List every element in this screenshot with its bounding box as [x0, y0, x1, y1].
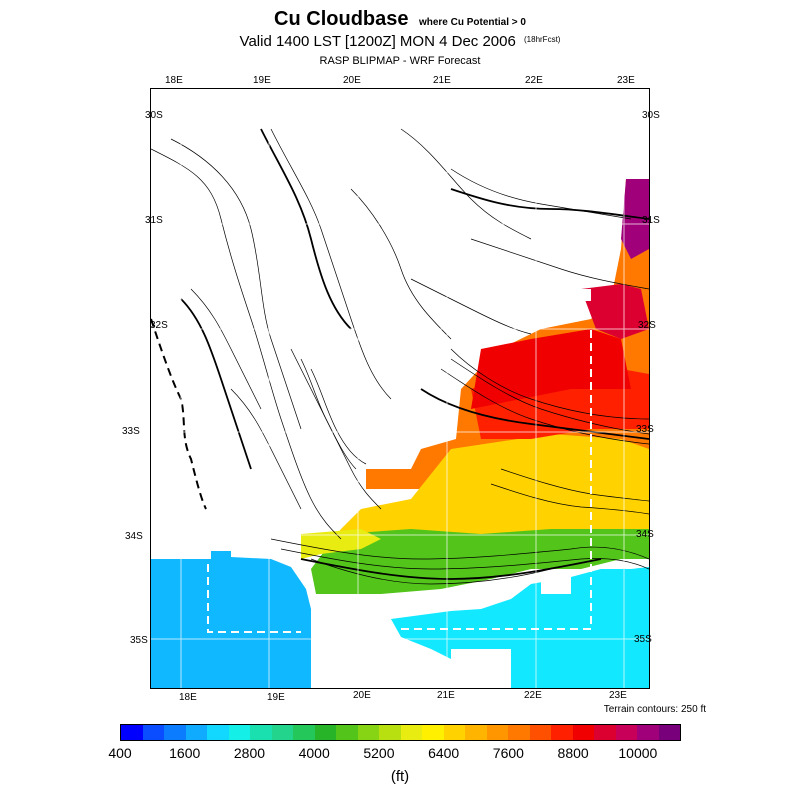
- terrain-contour-note: Terrain contours: 250 ft: [603, 704, 706, 715]
- cloudbase-field: [301, 179, 649, 594]
- lon-label-bottom: 19E: [267, 692, 285, 703]
- lon-label-top: 20E: [343, 75, 361, 86]
- color-swatch: [228, 725, 250, 740]
- color-scale-label: 5200: [363, 745, 395, 761]
- color-scale-label: 4000: [298, 745, 330, 761]
- map-subtitle: RASP BLIPMAP - WRF Forecast: [319, 55, 481, 67]
- color-swatch: [207, 725, 229, 740]
- color-swatch: [529, 725, 551, 740]
- lat-label-left: 32S: [150, 320, 168, 331]
- color-swatch: [250, 725, 272, 740]
- color-swatch: [357, 725, 379, 740]
- unit-label: (ft): [390, 768, 410, 785]
- color-swatch: [293, 725, 315, 740]
- lon-label-bottom: 20E: [353, 690, 371, 701]
- color-swatch: [486, 725, 508, 740]
- color-swatch: [422, 725, 444, 740]
- color-swatch: [314, 725, 336, 740]
- lon-label-top: 21E: [433, 75, 451, 86]
- lat-label-left: 31S: [145, 215, 163, 226]
- color-scale-label: 1600: [169, 745, 201, 761]
- lat-label-left: 33S: [122, 426, 140, 437]
- lat-lon-grid: [151, 89, 649, 688]
- lat-label-right: 31S: [642, 215, 660, 226]
- color-swatch: [658, 725, 680, 740]
- lon-label-top: 22E: [525, 75, 543, 86]
- color-swatch: [508, 725, 530, 740]
- lon-label-bottom: 23E: [609, 690, 627, 701]
- lon-label-bottom: 22E: [524, 690, 542, 701]
- color-scale-label: 7600: [492, 745, 524, 761]
- title-text: Cu Cloudbase: [274, 8, 409, 30]
- color-swatch: [443, 725, 465, 740]
- color-swatch: [594, 725, 616, 740]
- lat-label-right: 32S: [638, 320, 656, 331]
- map-panel: [150, 88, 650, 689]
- lat-label-right: 35S: [634, 634, 652, 645]
- color-scale-label: 2800: [233, 745, 266, 761]
- lat-label-left: 30S: [145, 110, 163, 121]
- color-swatch: [400, 725, 422, 740]
- color-scale-label: 10000: [618, 745, 658, 761]
- color-swatch: [551, 725, 573, 740]
- map-title: Cu Cloudbase where Cu Potential > 0: [0, 8, 800, 31]
- title-note: where Cu Potential > 0: [418, 17, 526, 28]
- color-scale-bar: [120, 724, 681, 741]
- color-swatch: [142, 725, 164, 740]
- color-scale-label: 400: [108, 745, 132, 761]
- lon-label-bottom: 21E: [437, 690, 455, 701]
- coast-dashes: [150, 318, 207, 510]
- color-swatch: [572, 725, 594, 740]
- valid-line: Valid 1400 LST [1200Z] MON 4 Dec 2006: [239, 33, 516, 50]
- color-swatch: [121, 725, 143, 740]
- lon-label-bottom: 18E: [179, 692, 197, 703]
- color-swatch: [185, 725, 207, 740]
- color-scale-label: 8800: [557, 745, 589, 761]
- lat-label-left: 35S: [130, 635, 148, 646]
- lat-label-right: 34S: [636, 529, 654, 540]
- color-scale-label: 6400: [428, 745, 460, 761]
- thick-contours: [180, 128, 650, 580]
- terrain-contours: [150, 128, 650, 585]
- ocean-fill: [151, 551, 649, 688]
- color-swatch: [465, 725, 487, 740]
- valid-time: Valid 1400 LST [1200Z] MON 4 Dec 2006 (1…: [0, 33, 800, 50]
- lon-label-top: 19E: [253, 75, 271, 86]
- domain-boxes: [207, 329, 592, 633]
- lat-label-right: 33S: [636, 424, 654, 435]
- lon-label-top: 18E: [165, 75, 183, 86]
- color-swatch: [336, 725, 358, 740]
- color-swatch: [379, 725, 401, 740]
- forecast-note: (18hrFcst): [524, 35, 561, 44]
- color-swatch: [164, 725, 186, 740]
- color-swatch: [271, 725, 293, 740]
- lat-label-left: 34S: [125, 531, 143, 542]
- color-swatch: [637, 725, 659, 740]
- lat-label-right: 30S: [642, 110, 660, 121]
- lon-label-top: 23E: [617, 75, 635, 86]
- color-swatch: [615, 725, 637, 740]
- map-canvas: [150, 89, 650, 688]
